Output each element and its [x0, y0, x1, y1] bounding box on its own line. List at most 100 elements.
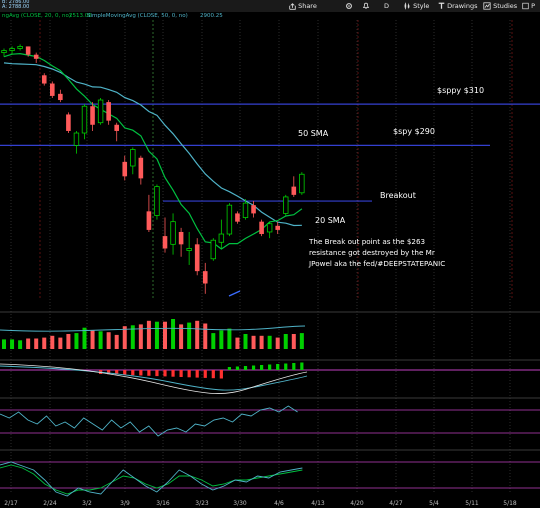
candle-down	[194, 244, 200, 272]
candle-up	[81, 105, 88, 134]
volume-bar	[243, 334, 248, 349]
settings-button[interactable]	[345, 1, 353, 11]
volume-average-line	[0, 325, 306, 332]
volume-bar	[50, 335, 55, 349]
drawing-tool-icon	[438, 2, 445, 9]
candle-up	[97, 99, 104, 124]
macd-histogram-bar	[227, 367, 231, 370]
chart-area[interactable]: 2/17 2/24 3/2 3/9 3/16 3/23 3/30 4/6 4/13 4/20 4/2…	[0, 12, 540, 508]
x-axis-tick-label: 2/17	[4, 500, 18, 507]
x-axis-tick-label: 2/24	[43, 500, 57, 507]
macd-histogram-bar	[284, 363, 288, 370]
candle-down	[114, 124, 119, 131]
volume-bar	[179, 324, 184, 349]
sppy310-label: $sppy $310	[437, 86, 485, 95]
candle-down	[202, 271, 208, 284]
drawings-button[interactable]: Drawings	[438, 1, 478, 11]
volume-bar	[146, 320, 151, 349]
study-legend: ngAvg (CLOSE, 20, 0, no) 2513.06 SimpleM…	[0, 12, 540, 21]
volume-bar	[163, 321, 167, 349]
macd-histogram-bar	[243, 366, 248, 370]
volume-bar	[299, 333, 304, 349]
candle-down	[251, 205, 256, 214]
volume-bar	[98, 331, 103, 349]
volume-bar	[187, 322, 192, 349]
style-label: Style	[413, 2, 430, 10]
x-axis-tick-label: 4/20	[350, 500, 364, 507]
macd-histogram-bar	[260, 365, 264, 370]
studies-button[interactable]: Studies	[483, 1, 517, 11]
candle-down	[291, 186, 297, 195]
volume-bar	[283, 334, 288, 349]
sma50-study-label[interactable]: SimpleMovingAvg (CLOSE, 50, 0, no)	[87, 13, 188, 19]
candle-down	[50, 83, 55, 96]
x-axis-tick-label: 3/2	[82, 500, 92, 507]
volume-bar	[42, 337, 47, 349]
macd-histogram-bar	[195, 370, 199, 378]
candle-down	[90, 106, 95, 125]
p-button[interactable]: P	[522, 1, 535, 11]
candle-down	[235, 213, 240, 222]
macd-histogram-bar	[300, 362, 304, 370]
candle-up	[226, 204, 233, 235]
volume-bar	[106, 332, 111, 349]
period-label: D	[384, 2, 390, 10]
macd-histogram-bar	[276, 364, 280, 370]
macd-histogram-bar	[139, 370, 143, 376]
x-axis-tick-label: 3/9	[120, 500, 130, 507]
macd-histogram-bar	[147, 370, 151, 376]
macd-histogram-bar	[163, 370, 167, 377]
candle-down	[275, 225, 280, 230]
sma50-line	[3, 62, 302, 227]
volume-bar	[219, 330, 224, 349]
annotation-note: The Break out point as the $263 resistan…	[309, 237, 446, 268]
volume-bar	[130, 325, 135, 349]
ask-readout: A: 2788.00	[2, 4, 30, 10]
candle-up	[186, 248, 192, 251]
candle-down	[259, 221, 264, 235]
x-axis-tick-label: 4/27	[389, 500, 403, 507]
macd-histogram-bar	[268, 364, 272, 370]
candle-down	[106, 102, 111, 121]
sma50-study-value: 2900.25	[200, 13, 223, 19]
share-icon	[289, 2, 296, 10]
x-axis-tick-label: 5/4	[429, 500, 439, 507]
panel-icon	[522, 2, 529, 10]
volume-bar	[74, 333, 79, 349]
volume-bar	[267, 335, 272, 349]
volume-bar	[171, 319, 176, 349]
volume-bar	[154, 321, 159, 349]
share-button[interactable]: Share	[289, 1, 317, 11]
sma20-study-value: 2513.06	[69, 13, 92, 19]
alert-button[interactable]	[362, 1, 370, 11]
macd-histogram-bar	[187, 370, 191, 378]
macd-histogram-bar	[203, 370, 207, 378]
period-selector[interactable]: D	[384, 1, 389, 11]
candle-down	[66, 114, 71, 131]
volume-bar	[2, 339, 6, 349]
volume-bar	[18, 340, 23, 349]
trend-mark	[228, 290, 241, 297]
macd-histogram-bar	[251, 365, 256, 370]
volume-bar	[138, 324, 143, 349]
candle-down	[122, 161, 128, 177]
candle-up	[266, 223, 273, 233]
volume-bar	[10, 339, 15, 349]
macd-histogram-bar	[179, 370, 183, 377]
style-button[interactable]: Style	[403, 1, 429, 11]
candle-up	[299, 173, 305, 194]
macd-signal-line	[0, 365, 308, 391]
spy290-label: $spy $290	[393, 127, 435, 136]
x-axis-tick-label: 3/23	[195, 500, 209, 507]
macd-histogram-bar	[155, 370, 159, 377]
volume-bar	[82, 327, 87, 349]
macd-histogram-bar	[107, 370, 111, 375]
volume-bar	[66, 334, 71, 349]
volume-bar	[275, 337, 280, 349]
sma20-study-label[interactable]: ngAvg (CLOSE, 20, 0, no)	[2, 13, 72, 19]
macd-histogram-bar	[171, 370, 175, 377]
studies-label: Studies	[493, 2, 518, 10]
volume-bar	[114, 334, 119, 349]
candle-down	[146, 211, 152, 230]
sma20-label: 20 SMA	[315, 216, 346, 225]
